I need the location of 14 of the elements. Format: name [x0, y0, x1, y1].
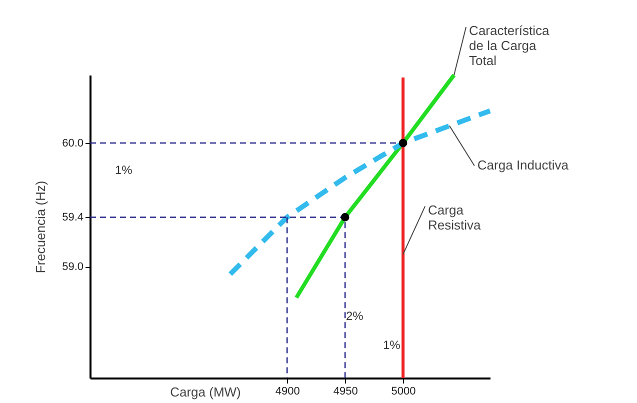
x-tick-label: 4950 — [333, 386, 358, 398]
x-axis-title: Carga (MW) — [170, 384, 241, 400]
y-tick-label: 59.0 — [62, 261, 84, 274]
annotation: 1% — [115, 163, 133, 177]
annotation: Carga Inductiva — [477, 158, 570, 173]
x-tick-label: 4900 — [275, 386, 300, 398]
annotation: 2% — [346, 309, 364, 323]
y-axis-title: Frecuencia (Hz) — [33, 180, 48, 274]
annotation: 1% — [383, 338, 401, 352]
annotation: Carga Resistiva — [428, 202, 482, 232]
y-tick-label: 60.0 — [62, 138, 84, 150]
annotation: Característica de la Carga Total — [469, 23, 550, 68]
y-tick-label: 59.4 — [62, 212, 84, 224]
x-tick-label: 5000 — [391, 386, 416, 398]
